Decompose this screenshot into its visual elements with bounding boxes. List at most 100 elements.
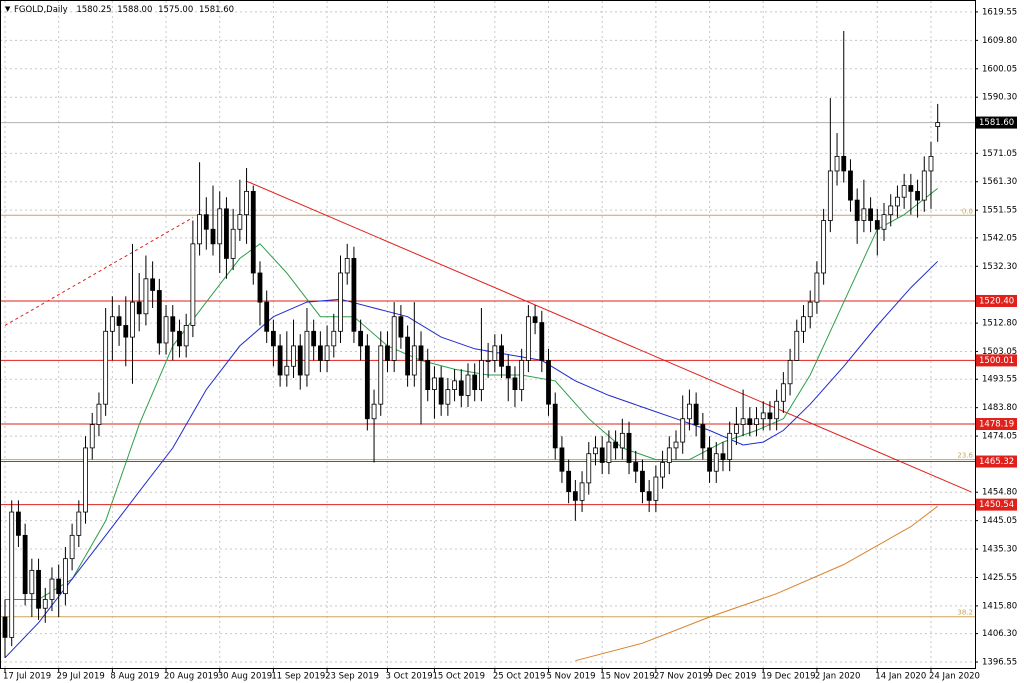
- candle-body: [895, 196, 900, 207]
- fib-label: 23.6: [957, 452, 973, 460]
- y-tick-label: 1483.80: [982, 403, 1017, 413]
- candle-body: [217, 208, 223, 245]
- candle-body: [385, 345, 390, 361]
- candle-body: [780, 383, 786, 402]
- candle-body: [559, 447, 565, 472]
- candle-body: [150, 278, 156, 291]
- moving-average: [4, 260, 939, 659]
- candle-body: [156, 290, 162, 344]
- candle-body: [163, 316, 169, 344]
- candle-body: [881, 214, 887, 230]
- candle-body: [270, 330, 276, 347]
- candle-body: [197, 214, 202, 245]
- candle-body: [22, 534, 28, 595]
- price-label: 1581.60: [979, 118, 1014, 128]
- candle-body: [807, 301, 813, 318]
- candle-body: [284, 365, 290, 376]
- level-label: 1478.19: [979, 420, 1014, 430]
- candle-body: [378, 345, 384, 405]
- x-tick-label: 8 Aug 2019: [110, 672, 159, 682]
- candle-body: [405, 336, 411, 376]
- x-tick-label: 11 Sep 2019: [271, 672, 325, 682]
- candle-body: [660, 462, 665, 478]
- x-tick-label: 2 Jan 2020: [815, 672, 861, 682]
- candle-body: [311, 330, 317, 347]
- candle-body: [143, 278, 149, 315]
- level-label: 1520.40: [979, 296, 1014, 306]
- candle-body: [418, 345, 424, 361]
- candle-body: [183, 325, 189, 347]
- candle-body: [485, 360, 491, 362]
- candle-body: [452, 380, 457, 390]
- candle-body: [908, 185, 914, 192]
- candle-body: [713, 453, 719, 472]
- candle-body: [177, 330, 182, 347]
- candle-body: [801, 316, 806, 332]
- candle-body: [720, 453, 726, 460]
- y-tick-label: 1542.05: [982, 233, 1017, 243]
- candle-body: [747, 418, 753, 425]
- candle-body: [707, 447, 712, 472]
- candle-body: [687, 403, 692, 420]
- candle-body: [264, 301, 270, 332]
- candle-body: [250, 190, 256, 274]
- level-label-box: [976, 498, 1017, 511]
- fib-label: 0.0: [962, 207, 973, 215]
- candle-body: [16, 511, 21, 536]
- candle-body: [103, 330, 109, 405]
- header: FGOLD,Daily 1580.25 1588.00 1575.00 1581…: [14, 5, 234, 15]
- candle-body: [331, 330, 337, 347]
- candle-body: [304, 330, 310, 376]
- fib-label: 38.2: [957, 609, 973, 617]
- y-tick-label: 1493.55: [982, 375, 1017, 385]
- y-tick-label: 1590.30: [982, 93, 1017, 103]
- candle-body: [512, 377, 518, 390]
- candle-body: [539, 322, 545, 361]
- x-tick-label: 3 Oct 2019: [385, 672, 432, 682]
- candle-body: [814, 272, 820, 303]
- y-tick-label: 1406.30: [982, 629, 1017, 639]
- level-label: 1500.01: [979, 356, 1014, 366]
- candle-body: [398, 316, 404, 338]
- y-tick-label: 1396.55: [982, 658, 1017, 668]
- y-tick-label: 1532.30: [982, 262, 1017, 272]
- candle-body: [700, 424, 706, 449]
- x-tick-label: 15 Oct 2019: [432, 672, 485, 682]
- y-tick-label: 1619.55: [982, 7, 1017, 17]
- candle-body: [492, 345, 498, 361]
- candle-body: [546, 360, 551, 405]
- y-tick-label: 1425.55: [982, 573, 1017, 583]
- y-tick-label: 1609.80: [982, 36, 1017, 46]
- candle-body: [619, 432, 625, 449]
- y-tick-label: 1445.05: [982, 516, 1017, 526]
- y-tick-label: 1512.80: [982, 319, 1017, 329]
- y-tick-label: 1415.80: [982, 601, 1017, 611]
- y-tick-label: 1503.05: [982, 347, 1017, 357]
- candle-body: [76, 511, 82, 536]
- candle-body: [230, 228, 236, 259]
- candle-body: [727, 432, 733, 460]
- candle-body: [472, 374, 478, 390]
- candle-body: [89, 424, 95, 449]
- candle-body: [666, 447, 672, 463]
- y-tick-label: 1551.55: [982, 206, 1017, 216]
- candle-body: [371, 403, 377, 420]
- x-tick-label: 24 Jan 2020: [929, 672, 980, 682]
- level-label: 1465.32: [979, 457, 1014, 467]
- candle-body: [224, 208, 229, 259]
- candle-body: [868, 208, 873, 221]
- candle-body: [2, 616, 8, 638]
- moving-average: [575, 505, 939, 662]
- header-high: 1588.00: [117, 5, 152, 15]
- x-tick-label: 30 Aug 2019: [218, 672, 272, 682]
- candle-body: [586, 453, 592, 484]
- candle-body: [653, 476, 659, 501]
- candle-body: [680, 418, 686, 443]
- trendline: [4, 217, 194, 326]
- candle-body: [411, 345, 417, 376]
- x-tick-label: 27 Nov 2019: [654, 672, 708, 682]
- y-tick-label: 1454.80: [982, 488, 1017, 498]
- candle-body: [116, 316, 122, 326]
- candle-body: [244, 190, 249, 216]
